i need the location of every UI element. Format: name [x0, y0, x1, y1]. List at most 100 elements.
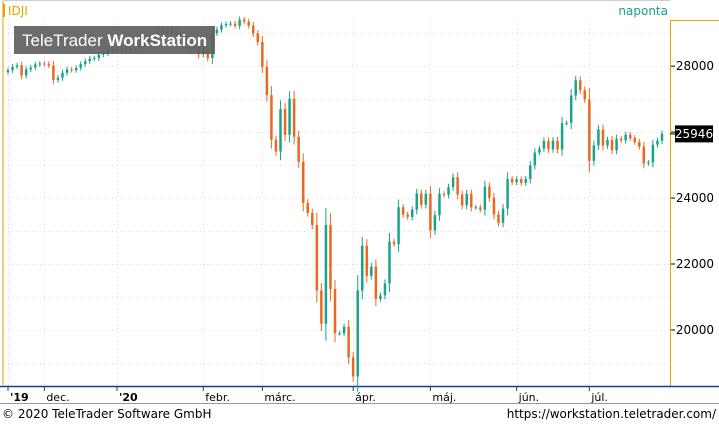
candle-body: [229, 23, 232, 25]
symbol-marker: [3, 4, 5, 17]
candle-body: [224, 23, 228, 26]
watermark-light: TeleTrader: [22, 31, 103, 50]
candle-body: [338, 333, 341, 335]
candle-body: [361, 245, 364, 291]
candle-body: [638, 142, 641, 147]
candle-body: [615, 138, 618, 151]
candle-body: [388, 241, 391, 284]
candle-body: [406, 214, 409, 217]
candle-body: [24, 69, 28, 76]
candle-body: [479, 207, 482, 210]
candle-body: [510, 178, 514, 183]
candle-body: [451, 177, 455, 188]
candle-body: [410, 209, 414, 217]
candle-body: [492, 197, 496, 215]
candle-body: [297, 136, 300, 162]
candle-body: [279, 109, 282, 152]
candle-body: [597, 129, 600, 146]
candle-body: [256, 33, 260, 43]
candle-body: [574, 80, 577, 96]
candle-body: [252, 25, 255, 34]
candle-body: [538, 148, 541, 153]
candle-body: [315, 225, 319, 291]
candle-body: [374, 266, 378, 299]
candle-body: [619, 138, 623, 141]
candle-body: [29, 67, 32, 70]
candle-body: [15, 65, 19, 67]
candle-body: [497, 214, 500, 223]
x-tick-label: '20: [119, 391, 138, 404]
candle-body: [442, 193, 446, 195]
candle-body: [283, 109, 287, 135]
candle-body: [311, 212, 314, 226]
candle-body: [651, 144, 655, 163]
candle-body: [401, 207, 405, 215]
candle-body: [628, 134, 632, 139]
candle-body: [351, 357, 355, 377]
candle-body: [660, 133, 664, 141]
x-tick-label: dec.: [46, 391, 69, 404]
candle-body: [588, 99, 591, 161]
candle-body: [610, 140, 614, 151]
candle-body: [433, 215, 437, 231]
candle-body: [460, 194, 464, 206]
candle-body: [583, 90, 587, 100]
last-price-box: [675, 125, 713, 143]
candle-body: [43, 63, 46, 65]
candle-body: [569, 95, 573, 123]
candle-body: [383, 283, 387, 296]
last-price-value: 25946: [675, 127, 713, 141]
watermark-box: [14, 26, 215, 54]
candle-body: [347, 326, 350, 358]
candle-body: [488, 186, 491, 198]
website-link[interactable]: https://workstation.teletrader.com/: [506, 407, 716, 421]
candle-body: [47, 63, 51, 66]
candle-body: [420, 193, 423, 205]
candle-body: [265, 66, 269, 96]
candle-body: [529, 165, 532, 179]
candle-body: [392, 241, 396, 245]
candle-body: [556, 140, 559, 150]
candlestick-series: [6, 16, 664, 392]
candle-body: [424, 193, 428, 205]
candle-body: [97, 54, 101, 58]
candle-body: [270, 95, 273, 140]
candle-body: [292, 98, 296, 137]
candle-body: [379, 295, 382, 299]
grid-lines: [4, 20, 670, 386]
candle-body: [506, 178, 509, 209]
watermark-text: TeleTrader WorkStation: [22, 31, 207, 50]
candle-body: [542, 141, 546, 149]
candle-body: [429, 193, 432, 231]
x-tick-label: '19: [10, 391, 29, 404]
candle-body: [247, 21, 250, 26]
copyright-text: © 2020 TeleTrader Software GmbH: [2, 407, 212, 421]
candle-body: [238, 19, 241, 26]
x-tick-label: ápr.: [355, 391, 376, 404]
candle-body: [456, 177, 459, 195]
candle-body: [601, 129, 605, 146]
x-tick-label: jún.: [518, 391, 540, 404]
watermark-bold: WorkStation: [107, 31, 207, 50]
candle-body: [356, 290, 359, 377]
candle-body: [261, 42, 264, 67]
x-tick-label: máj.: [432, 391, 456, 404]
candle-body: [56, 77, 60, 81]
candle-body: [565, 122, 568, 124]
candle-body: [274, 139, 278, 152]
x-axis-ticks: '19 dec. '20 febr. márc. ápr. máj. jún. júl.: [7, 386, 608, 404]
candle-body: [465, 193, 468, 206]
candle-body: [606, 140, 609, 146]
candle-body: [306, 203, 309, 213]
candle-body: [88, 58, 91, 62]
candle-body: [547, 141, 550, 150]
candle-body: [592, 145, 596, 161]
candle-body: [20, 65, 23, 76]
candle-body: [415, 193, 418, 210]
candle-body: [329, 225, 332, 290]
last-price-tag: 25946: [675, 125, 713, 143]
candle-body: [474, 207, 478, 209]
candle-body: [215, 29, 219, 34]
